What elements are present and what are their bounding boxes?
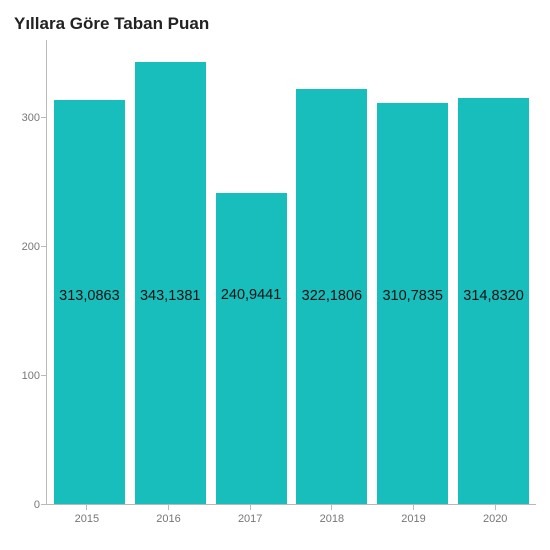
bar-slot: 343,1381 xyxy=(130,40,211,504)
x-axis: 2015 2016 2017 2018 2019 2020 xyxy=(46,505,536,535)
x-tick-label: 2017 xyxy=(238,513,262,535)
x-tick-mark xyxy=(168,505,169,510)
bar: 343,1381 xyxy=(135,62,206,504)
bar-slot: 313,0863 xyxy=(49,40,130,504)
x-tick-mark xyxy=(86,505,87,510)
bar-value-label: 313,0863 xyxy=(59,288,119,304)
x-tick-mark xyxy=(250,505,251,510)
bar-value-label: 343,1381 xyxy=(140,288,200,304)
bars-container: 313,0863 343,1381 240,9441 322,1806 310,7835… xyxy=(47,40,536,504)
x-tick: 2015 xyxy=(46,505,128,535)
bar-value-label: 310,7835 xyxy=(382,288,442,304)
x-tick: 2019 xyxy=(373,505,455,535)
bar-value-label: 314,8320 xyxy=(463,288,523,304)
x-tick: 2017 xyxy=(209,505,291,535)
y-axis: 0100200300 xyxy=(10,40,46,505)
x-tick-mark xyxy=(413,505,414,510)
bar: 322,1806 xyxy=(296,89,367,504)
x-tick-label: 2019 xyxy=(401,513,425,535)
x-tick: 2018 xyxy=(291,505,373,535)
y-tick-label: 0 xyxy=(10,499,40,511)
bar-slot: 322,1806 xyxy=(291,40,372,504)
plot-area: 0 100 200 300 313,0863 343,1381 240,9441 322,1… xyxy=(10,40,540,535)
bar: 314,8320 xyxy=(458,98,529,504)
bar: 313,0863 xyxy=(54,100,125,504)
bar-slot: 314,8320 xyxy=(453,40,534,504)
x-tick: 2020 xyxy=(454,505,536,535)
grid-area: 313,0863 343,1381 240,9441 322,1806 310,7835… xyxy=(46,40,536,505)
y-tick-label: 200 xyxy=(10,241,40,253)
bar-value-label: 240,9441 xyxy=(221,287,281,303)
y-tick-label: 100 xyxy=(10,370,40,382)
y-tick-label: 300 xyxy=(10,112,40,124)
bar-slot: 240,9441 xyxy=(211,40,292,504)
chart-title: Yıllara Göre Taban Puan xyxy=(14,14,540,34)
x-tick-mark xyxy=(331,505,332,510)
x-tick: 2016 xyxy=(128,505,210,535)
bar: 240,9441 xyxy=(216,193,287,504)
x-tick-label: 2015 xyxy=(75,513,99,535)
x-tick-label: 2018 xyxy=(320,513,344,535)
bar-value-label: 322,1806 xyxy=(302,288,362,304)
x-tick-label: 2016 xyxy=(156,513,180,535)
bar-chart: Yıllara Göre Taban Puan 0 100 200 300 313,0… xyxy=(0,0,550,550)
bar-slot: 310,7835 xyxy=(372,40,453,504)
bar: 310,7835 xyxy=(377,103,448,504)
x-tick-label: 2020 xyxy=(483,513,507,535)
x-tick-mark xyxy=(495,505,496,510)
